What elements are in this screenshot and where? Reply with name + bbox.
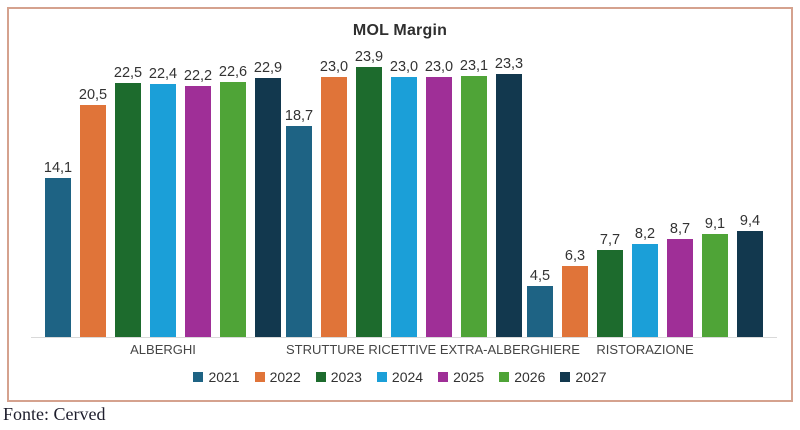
legend-swatch-icon [254, 372, 265, 382]
bar-wrap: 14,1 [43, 160, 73, 337]
bar-2023 [115, 83, 141, 337]
bar-2025 [426, 77, 452, 337]
bar-value-label: 22,5 [113, 65, 143, 81]
legend-item-2025: 2025 [438, 369, 484, 385]
bar-wrap: 9,1 [702, 216, 728, 337]
bar-wrap: 22,5 [113, 65, 143, 337]
chart-frame: MOL Margin 14,1 20,5 22,5 22,4 22,2 22,6 22,9 1… [7, 7, 793, 402]
bar-2021 [45, 178, 71, 337]
bar-2022 [80, 105, 106, 337]
bar-value-label: 18,7 [284, 108, 314, 124]
bar-wrap: 22,6 [218, 64, 248, 337]
bar-wrap: 9,4 [737, 213, 763, 337]
bar-wrap: 23,3 [494, 56, 524, 337]
bar-value-label: 4,5 [529, 268, 551, 284]
bar-group-3: 4,5 6,3 7,7 8,2 8,7 9,1 9,4 [527, 213, 763, 337]
category-label: ALBERGHI [130, 342, 196, 357]
bar-value-label: 23,3 [494, 56, 524, 72]
legend-item-2026: 2026 [499, 369, 545, 385]
source-note: Fonte: Cerved [3, 404, 106, 424]
bar-wrap: 8,2 [632, 226, 658, 337]
bar-wrap: 4,5 [527, 268, 553, 337]
bar-2022 [562, 266, 588, 337]
bar-2023 [597, 250, 623, 337]
bar-2022 [321, 77, 347, 337]
bar-value-label: 6,3 [564, 248, 586, 264]
bar-2026 [461, 76, 487, 337]
legend-swatch-icon [560, 372, 571, 382]
bar-value-label: 22,6 [218, 64, 248, 80]
bar-value-label: 7,7 [599, 232, 621, 248]
bar-2027 [737, 231, 763, 337]
bar-2021 [286, 126, 312, 337]
legend-swatch-icon [193, 372, 204, 382]
bar-value-label: 23,9 [354, 49, 384, 65]
bar-value-label: 22,9 [253, 60, 283, 76]
bar-wrap: 23,0 [424, 59, 454, 337]
bar-value-label: 23,1 [459, 58, 489, 74]
legend: 2021 2022 2023 2024 2025 2026 2027 [9, 369, 791, 385]
chart-title: MOL Margin [352, 22, 448, 39]
legend-label: 2022 [269, 369, 301, 385]
category-label: STRUTTURE RICETTIVE EXTRA-ALBERGHIERE [286, 342, 580, 357]
bar-wrap: 8,7 [667, 221, 693, 337]
bar-2025 [667, 239, 693, 337]
bar-2027 [496, 74, 522, 337]
bar-2021 [527, 286, 553, 337]
legend-swatch-icon [315, 372, 326, 382]
bar-group-1: 14,1 20,5 22,5 22,4 22,2 22,6 22,9 [43, 60, 283, 337]
bar-wrap: 18,7 [284, 108, 314, 337]
legend-label: 2023 [330, 369, 362, 385]
bar-2024 [632, 244, 658, 337]
bar-value-label: 8,7 [669, 221, 691, 237]
bar-wrap: 23,0 [319, 59, 349, 337]
bar-2026 [220, 82, 246, 337]
legend-item-2027: 2027 [560, 369, 607, 385]
bar-2023 [356, 67, 382, 337]
bar-value-label: 23,0 [319, 59, 349, 75]
bar-value-label: 23,0 [389, 59, 419, 75]
bar-wrap: 23,9 [354, 49, 384, 337]
bar-wrap: 20,5 [78, 87, 108, 337]
category-axis: ALBERGHI STRUTTURE RICETTIVE EXTRA-ALBERG… [31, 338, 777, 357]
legend-item-2021: 2021 [193, 369, 240, 385]
bar-wrap: 22,9 [253, 60, 283, 337]
bar-2024 [391, 77, 417, 337]
legend-swatch-icon [499, 372, 510, 382]
legend-item-2022: 2022 [254, 369, 301, 385]
legend-swatch-icon [438, 372, 449, 382]
legend-label: 2027 [575, 369, 607, 385]
bar-value-label: 9,1 [704, 216, 726, 232]
bar-wrap: 7,7 [597, 232, 623, 337]
legend-label: 2024 [391, 369, 424, 385]
legend-label: 2025 [453, 369, 485, 385]
plot-area: 14,1 20,5 22,5 22,4 22,2 22,6 22,9 18,7 23,0 23,9… [31, 49, 777, 338]
bar-2027 [255, 78, 281, 337]
bar-value-label: 14,1 [43, 160, 73, 176]
bar-wrap: 23,1 [459, 58, 489, 337]
bar-2024 [150, 84, 176, 337]
bar-2025 [185, 86, 211, 337]
bar-wrap: 23,0 [389, 59, 419, 337]
bar-group-2: 18,7 23,0 23,9 23,0 23,0 23,1 23,3 [284, 49, 524, 337]
bar-wrap: 22,2 [183, 68, 213, 337]
legend-label: 2021 [208, 369, 240, 385]
bar-value-label: 9,4 [739, 213, 761, 229]
bar-wrap: 6,3 [562, 248, 588, 337]
category-label: RISTORAZIONE [596, 342, 694, 357]
legend-swatch-icon [376, 372, 387, 382]
legend-item-2023: 2023 [315, 369, 362, 385]
bar-value-label: 22,4 [148, 66, 178, 82]
bar-wrap: 22,4 [148, 66, 178, 337]
bar-value-label: 20,5 [78, 87, 108, 103]
legend-label: 2026 [514, 369, 546, 385]
bar-value-label: 22,2 [183, 68, 213, 84]
legend-item-2024: 2024 [376, 369, 424, 385]
bar-value-label: 8,2 [634, 226, 656, 242]
bar-value-label: 23,0 [424, 59, 454, 75]
bar-2026 [702, 234, 728, 337]
